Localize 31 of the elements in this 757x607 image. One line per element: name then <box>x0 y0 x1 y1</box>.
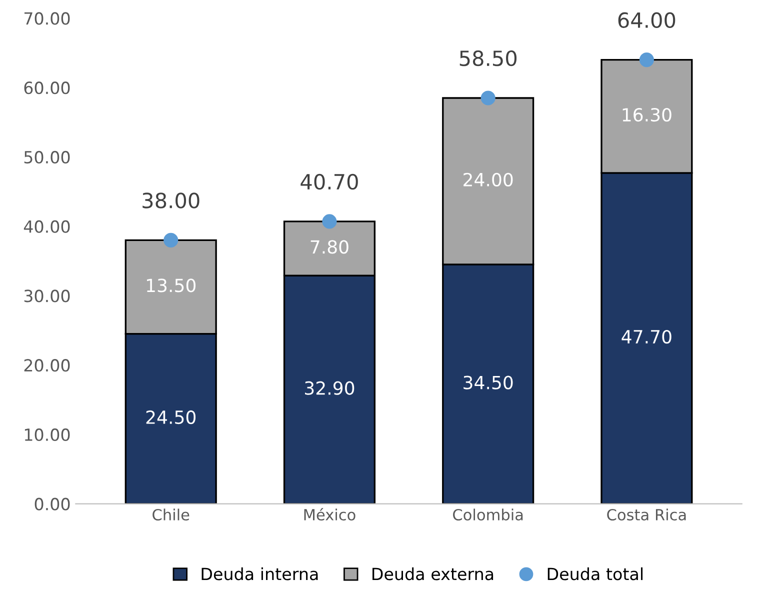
y-tick-label: 0.00 <box>34 498 70 510</box>
x-tick-label: Chile <box>152 508 190 520</box>
data-label: 24.50 <box>146 410 196 424</box>
data-label: 34.50 <box>464 376 513 390</box>
data-label: 24.00 <box>464 172 513 186</box>
data-label: 40.70 <box>300 174 358 190</box>
data-label: 64.00 <box>618 12 676 28</box>
data-label: 58.50 <box>460 50 517 66</box>
legend-label: Deuda externa <box>372 567 494 580</box>
data-label: 7.80 <box>310 240 348 254</box>
y-tick-label: 70.00 <box>24 12 70 25</box>
point <box>480 90 496 106</box>
y-tick-label: 30.00 <box>24 290 70 302</box>
y-tick-label: 50.00 <box>24 150 70 164</box>
x-tick-label: México <box>304 508 356 520</box>
y-tick-label: 20.00 <box>24 359 70 372</box>
x-tick-label: Costa Rica <box>607 508 686 520</box>
data-label: 13.50 <box>147 278 196 292</box>
y-tick-label: 60.00 <box>24 82 70 94</box>
data-label: 16.30 <box>622 108 672 122</box>
point <box>639 52 654 68</box>
y-tick-label: 40.00 <box>24 220 70 233</box>
x-tick-label: Colombia <box>453 508 523 520</box>
point <box>322 214 337 229</box>
data-label: 32.90 <box>305 381 354 395</box>
y-tick-label: 10.00 <box>24 428 70 442</box>
legend-label: Deuda interna <box>202 567 318 580</box>
data-label: 38.00 <box>142 192 200 208</box>
data-label: 47.70 <box>622 330 672 344</box>
legend-label: Deuda total <box>548 567 643 580</box>
point <box>164 232 178 248</box>
